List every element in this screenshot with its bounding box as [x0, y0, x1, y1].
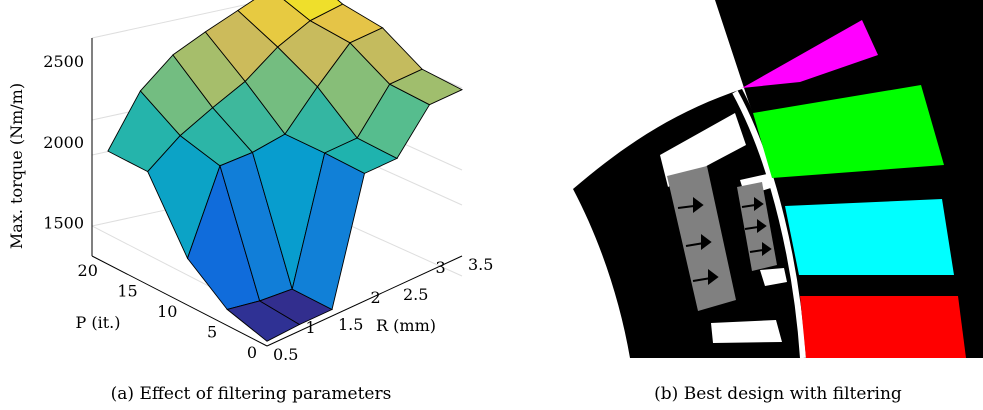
p-tick-label: 5 — [207, 323, 217, 342]
r-tick-label: 0.5 — [273, 345, 298, 364]
r-axis-label: R (mm) — [376, 316, 436, 335]
r-tick-label: 2.5 — [403, 285, 428, 304]
z-tick-labels: 1500 2000 2500 — [43, 52, 84, 232]
r-axis-line — [266, 255, 463, 347]
green-coil — [753, 85, 944, 178]
panel-a: 1500 2000 2500 0 5 10 15 20 0.5 1 1.5 2 2.5 3 3.5 Ma… — [7, 0, 493, 404]
rotor-cavity — [760, 268, 787, 286]
arrow-icon — [677, 197, 704, 213]
caption-a: (a) Effect of filtering parameters — [111, 384, 392, 404]
arrow-icon — [741, 197, 764, 211]
arrow-icon — [749, 242, 772, 256]
rotor-cavity — [660, 113, 746, 187]
p-axis-line — [91, 255, 268, 347]
z-tick-label: 2000 — [43, 133, 84, 152]
arrow-icon — [685, 234, 712, 250]
caption-b: (b) Best design with filtering — [654, 384, 902, 404]
r-tick-label: 1.5 — [338, 315, 363, 334]
surface-patch — [388, 68, 464, 106]
arrow-icon — [692, 269, 719, 285]
z-axis-label: Max. torque (Nm/m) — [7, 83, 26, 249]
air-gap — [732, 90, 806, 359]
torque-surface — [107, 0, 464, 342]
r-tick-label: 1 — [306, 318, 316, 337]
r-tick-labels: 0.5 1 1.5 2 2.5 3 3.5 — [273, 255, 493, 364]
z-tick-label: 1500 — [43, 214, 84, 233]
p-axis-label: P (it.) — [76, 313, 121, 332]
r-tick-label: 2 — [371, 288, 381, 307]
rotor-cavity — [711, 320, 782, 343]
magenta-coil — [742, 20, 878, 88]
magnetization-arrows — [677, 197, 772, 285]
panel-b: (b) Best design with filtering — [573, 0, 983, 404]
arrow-icon — [744, 219, 767, 233]
red-coil — [800, 296, 966, 358]
motor-design-image — [573, 0, 983, 359]
axes-lines — [91, 38, 463, 347]
p-tick-label: 15 — [117, 282, 137, 301]
r-tick-label: 3.5 — [468, 255, 493, 274]
cyan-coil — [785, 199, 954, 275]
p-tick-label: 20 — [78, 261, 98, 280]
p-tick-label: 0 — [247, 343, 257, 362]
p-tick-label: 10 — [157, 302, 177, 321]
r-tick-label: 3 — [436, 258, 446, 277]
p-tick-labels: 0 5 10 15 20 — [78, 261, 257, 362]
z-tick-label: 2500 — [43, 52, 84, 71]
